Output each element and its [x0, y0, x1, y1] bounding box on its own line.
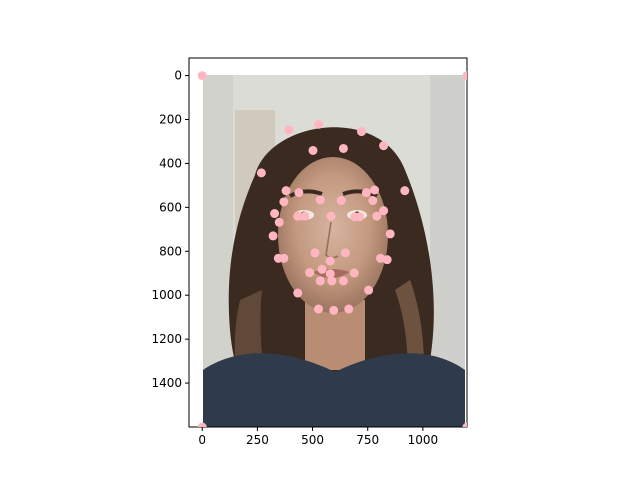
landmark-point — [357, 127, 367, 137]
landmark-point — [361, 188, 371, 198]
x-tick-label: 250 — [246, 433, 269, 447]
face-photo-image — [203, 75, 465, 427]
y-tick-label: 1000 — [151, 288, 182, 302]
landmark-point — [355, 212, 365, 222]
landmark-point — [197, 71, 207, 81]
landmark-point — [325, 256, 335, 266]
landmark-point — [305, 268, 315, 278]
landmark-point — [462, 71, 467, 81]
landmark-point — [279, 197, 289, 207]
landmark-point — [340, 248, 350, 258]
landmark-point — [364, 285, 374, 295]
y-tick-label: 800 — [159, 244, 182, 258]
landmark-point — [462, 422, 467, 427]
axes-frame — [188, 57, 468, 428]
x-tick-label: 1000 — [408, 433, 439, 447]
landmark-point — [310, 248, 320, 258]
landmark-point — [279, 253, 289, 263]
landmark-point — [379, 141, 389, 151]
landmark-point — [336, 196, 346, 206]
landmark-point — [293, 288, 303, 298]
landmark-point — [308, 145, 318, 155]
landmark-point — [400, 186, 410, 196]
landmark-point — [349, 268, 359, 278]
x-tick-label: 750 — [356, 433, 379, 447]
y-tick-label: 1400 — [151, 376, 182, 390]
x-tick-label: 500 — [301, 433, 324, 447]
landmark-point — [314, 119, 324, 129]
landmark-point — [329, 305, 339, 315]
landmark-point — [368, 196, 378, 206]
landmark-point — [370, 185, 380, 195]
landmark-point — [274, 217, 284, 227]
x-tick-label: 0 — [198, 433, 206, 447]
y-tick-label: 600 — [159, 200, 182, 214]
landmark-point — [284, 125, 294, 135]
landmark-point — [294, 188, 304, 198]
y-tick-label: 400 — [159, 156, 182, 170]
landmark-point — [372, 211, 382, 221]
landmark-point — [268, 231, 278, 241]
landmark-point — [281, 186, 291, 196]
y-tick-label: 1200 — [151, 332, 182, 346]
landmark-point — [197, 422, 207, 427]
landmark-point — [256, 168, 266, 178]
y-tick-label: 0 — [174, 69, 182, 83]
landmark-point — [385, 229, 395, 239]
landmark-point — [338, 276, 348, 286]
y-tick-label: 200 — [159, 113, 182, 127]
landmark-point — [326, 211, 336, 221]
landmark-point — [270, 209, 280, 219]
landmark-point — [325, 269, 335, 279]
landmark-point — [379, 206, 389, 216]
landmark-point — [344, 304, 354, 314]
landmark-point — [293, 211, 303, 221]
landmark-point — [317, 264, 327, 274]
landmark-point — [382, 255, 392, 265]
landmark-point — [314, 304, 324, 314]
landmark-point — [300, 211, 310, 221]
landmark-point — [338, 143, 348, 153]
landmark-point — [315, 195, 325, 205]
landmark-point — [315, 276, 325, 286]
landmark-point — [327, 276, 337, 286]
